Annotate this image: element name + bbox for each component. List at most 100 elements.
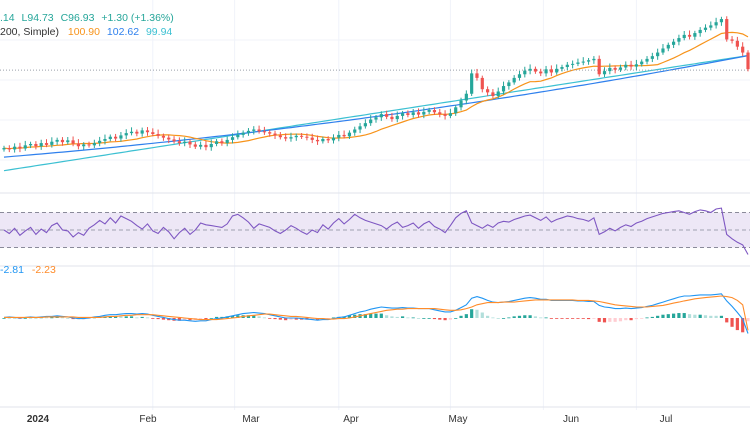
candle-body: [432, 110, 437, 113]
macd-histogram-bar: [523, 315, 527, 318]
macd-histogram-bar: [236, 315, 240, 318]
candle-body: [480, 77, 484, 90]
macd-line: [3, 293, 749, 334]
macd-histogram-bar: [422, 318, 426, 319]
candle-body: [183, 141, 187, 144]
macd-histogram-bar: [2, 318, 6, 319]
macd-histogram-bar: [645, 317, 649, 319]
macd-histogram-bar: [363, 314, 367, 318]
sma-slow-value: 99.94: [145, 26, 173, 38]
candle-body: [560, 67, 564, 69]
candle-body: [390, 116, 394, 120]
candle-body: [735, 40, 739, 47]
macd-histogram-bar: [60, 317, 65, 319]
macd-histogram-bar: [725, 318, 729, 323]
candle-body: [400, 113, 405, 116]
candle-body: [544, 69, 548, 74]
macd-histogram-bar: [640, 318, 644, 319]
candle-body: [725, 19, 729, 40]
candle-body: [459, 100, 463, 108]
candle-body: [528, 68, 532, 71]
ohlc-close: C96.93: [60, 12, 95, 24]
macd-histogram-bar: [586, 318, 591, 320]
macd-histogram-bar: [108, 316, 112, 318]
candle-body: [347, 132, 352, 137]
macd-histogram-bar: [209, 318, 213, 319]
candle-body: [76, 143, 80, 147]
macd-histogram-bar: [13, 318, 17, 319]
macd-histogram-bar: [650, 316, 654, 318]
candle-body: [475, 73, 479, 78]
macd-histogram-bar: [571, 318, 575, 319]
macd-histogram-bar: [161, 318, 166, 320]
macd-histogram-bar: [400, 316, 405, 318]
macd-histogram-bar: [533, 316, 538, 318]
candle-body: [703, 27, 708, 30]
macd-histogram-bar: [369, 313, 373, 318]
candle-body: [533, 68, 538, 72]
candle-body: [687, 34, 692, 37]
macd-histogram-bar: [682, 313, 686, 318]
macd-histogram-bar: [459, 315, 463, 318]
candle-body: [581, 61, 585, 63]
sma-legend-label: 200, Simple): [0, 26, 59, 38]
candle-body: [108, 136, 112, 139]
candle-body: [124, 133, 128, 136]
candle-body: [268, 132, 272, 134]
candle-body: [119, 135, 123, 139]
candle-body: [204, 144, 208, 148]
candle-body: [289, 137, 293, 139]
time-axis-label-2024: 2024: [27, 414, 50, 425]
macd-histogram-bar: [177, 318, 181, 321]
candle-body: [66, 140, 70, 143]
macd-histogram-bar: [252, 315, 256, 318]
macd-histogram-bar: [719, 315, 724, 318]
macd-histogram-bar: [427, 318, 431, 319]
candle-body: [60, 139, 65, 143]
macd-histogram-bar: [624, 318, 628, 321]
macd-histogram-bar: [565, 318, 569, 319]
candle-body: [71, 140, 75, 144]
candle-body: [273, 133, 277, 136]
candle-body: [618, 67, 623, 70]
candle-body: [87, 144, 91, 146]
candle-body: [193, 144, 197, 147]
candle-body: [135, 131, 139, 134]
macd-histogram-bar: [634, 318, 638, 320]
macd-histogram-bar: [390, 316, 394, 318]
ohlc-change: +1.30 (+1.36%): [101, 12, 174, 24]
candle-body: [252, 129, 256, 131]
macd-histogram-bar: [507, 317, 511, 319]
macd-histogram-bar: [331, 317, 336, 319]
candle-body: [565, 64, 569, 68]
macd-histogram-bar: [294, 318, 298, 320]
macd-histogram-bar: [374, 313, 378, 318]
candle-body: [645, 58, 649, 62]
macd-histogram-bar: [672, 313, 676, 318]
candle-body: [597, 58, 601, 75]
macd-histogram-bar: [470, 309, 474, 318]
candle-body: [677, 38, 681, 42]
macd-histogram-bar: [135, 317, 139, 319]
macd-histogram-bar: [714, 315, 718, 318]
candle-body: [34, 143, 38, 147]
macd-histogram-bar: [273, 318, 277, 320]
candle-body: [294, 135, 298, 138]
candle-body: [262, 131, 266, 133]
macd-histogram-bar: [730, 318, 734, 327]
candle-body: [624, 64, 628, 68]
candle-body: [709, 25, 713, 28]
candle-body: [714, 22, 718, 26]
macd-histogram-bar: [629, 318, 633, 321]
candle-body: [656, 52, 660, 57]
macd-histogram-bar: [448, 318, 452, 320]
candle-body: [82, 144, 86, 147]
candle-body: [464, 93, 468, 101]
macd-histogram-bar: [379, 313, 383, 318]
ohlc-open-high-fragment: .14: [0, 12, 15, 24]
macd-histogram-bar: [230, 315, 235, 318]
candle-body: [586, 60, 591, 62]
macd-histogram-bar: [491, 317, 495, 319]
macd-histogram-bar: [119, 316, 123, 318]
